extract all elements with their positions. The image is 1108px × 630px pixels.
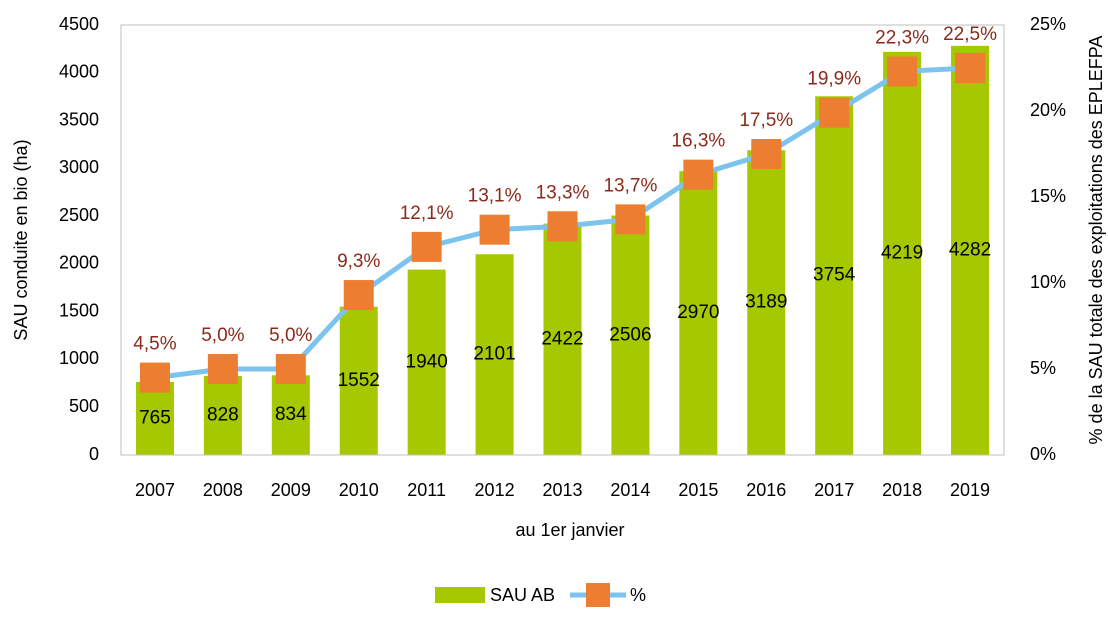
data-label: 5,0%: [269, 325, 312, 346]
y2-tick-label: 20%: [1030, 100, 1066, 120]
bar-label: 3754: [813, 265, 856, 286]
x-tick-label: 2014: [610, 480, 650, 500]
marker: [275, 354, 306, 384]
y2-tick-label: 10%: [1030, 272, 1066, 292]
x-tick-label: 2018: [882, 480, 922, 500]
y-tick-label: 2000: [59, 253, 99, 273]
x-tick-label: 2015: [678, 480, 718, 500]
y-tick-label: 4500: [59, 14, 99, 34]
x-tick-label: 2009: [271, 480, 311, 500]
marker: [547, 211, 578, 242]
data-label: 13,3%: [536, 182, 590, 203]
y-axis-title: SAU conduite en bio (ha): [11, 139, 31, 340]
x-tick-label: 2010: [339, 480, 379, 500]
bar: [407, 269, 446, 455]
y-tick-label: 500: [69, 396, 99, 416]
data-label: 22,5%: [943, 24, 997, 45]
legend-swatch: [586, 583, 610, 607]
y-tick-label: 3500: [59, 109, 99, 129]
y-tick-label: 3000: [59, 157, 99, 177]
y-tick-label: 2500: [59, 205, 99, 225]
bar: [339, 306, 378, 455]
marker: [683, 159, 714, 190]
y2-tick-label: 25%: [1030, 14, 1066, 34]
x-tick-label: 2007: [135, 480, 175, 500]
bar: [815, 96, 854, 455]
bar-label: 2506: [609, 324, 651, 345]
y-tick-label: 0: [89, 444, 99, 464]
data-label: 16,3%: [671, 131, 725, 152]
legend-label: %: [630, 585, 646, 605]
y2-axis-title: % de la SAU totale des exploitations des…: [1086, 36, 1106, 445]
data-label: 13,7%: [603, 175, 657, 196]
data-label: 17,5%: [739, 110, 793, 131]
bar: [203, 375, 242, 455]
y2-tick-label: 0%: [1030, 444, 1056, 464]
bar: [271, 375, 310, 455]
bar: [543, 223, 582, 455]
x-tick-label: 2019: [950, 480, 990, 500]
x-tick-label: 2017: [814, 480, 854, 500]
bar-label: 1940: [406, 351, 448, 372]
data-label: 19,9%: [807, 69, 861, 90]
bar-label: 828: [207, 404, 239, 425]
y-tick-label: 1500: [59, 300, 99, 320]
legend-swatch: [435, 587, 485, 603]
marker: [955, 53, 986, 83]
x-tick-label: 2016: [746, 480, 786, 500]
bar-label: 2970: [677, 302, 719, 323]
bar: [951, 45, 990, 455]
bar-label: 834: [275, 404, 307, 425]
x-tick-label: 2013: [542, 480, 582, 500]
data-label: 9,3%: [337, 251, 380, 272]
bar-label: 2422: [541, 328, 583, 349]
marker: [887, 56, 918, 87]
marker: [751, 139, 782, 169]
bar: [747, 150, 786, 456]
marker: [479, 214, 510, 245]
legend-label: SAU AB: [490, 585, 555, 605]
bar: [135, 381, 174, 455]
y2-tick-label: 5%: [1030, 358, 1056, 378]
data-label: 13,1%: [468, 186, 522, 207]
bar-label: 2101: [473, 344, 515, 365]
x-tick-label: 2008: [203, 480, 243, 500]
bar-label: 4219: [881, 242, 923, 263]
x-tick-label: 2011: [407, 480, 446, 500]
bar: [611, 215, 650, 455]
marker: [615, 204, 646, 235]
data-label: 5,0%: [201, 325, 244, 346]
marker: [139, 362, 170, 393]
y2-tick-label: 15%: [1030, 186, 1066, 206]
bar-label: 765: [139, 407, 171, 428]
data-label: 12,1%: [400, 203, 454, 224]
y-tick-label: 1000: [59, 348, 99, 368]
x-axis-title: au 1er janvier: [515, 520, 624, 540]
marker: [819, 97, 850, 128]
x-tick-label: 2012: [475, 480, 515, 500]
bar-label: 4282: [949, 239, 991, 260]
marker: [411, 231, 442, 262]
bar: [883, 51, 922, 456]
data-label: 22,3%: [875, 27, 929, 48]
data-label: 4,5%: [133, 334, 176, 355]
bar: [679, 171, 718, 455]
bar-label: 1552: [338, 370, 380, 391]
bar: [475, 254, 514, 455]
y-tick-label: 4000: [59, 62, 99, 82]
marker: [343, 280, 374, 311]
bar-label: 3189: [745, 292, 787, 313]
marker: [207, 354, 238, 384]
